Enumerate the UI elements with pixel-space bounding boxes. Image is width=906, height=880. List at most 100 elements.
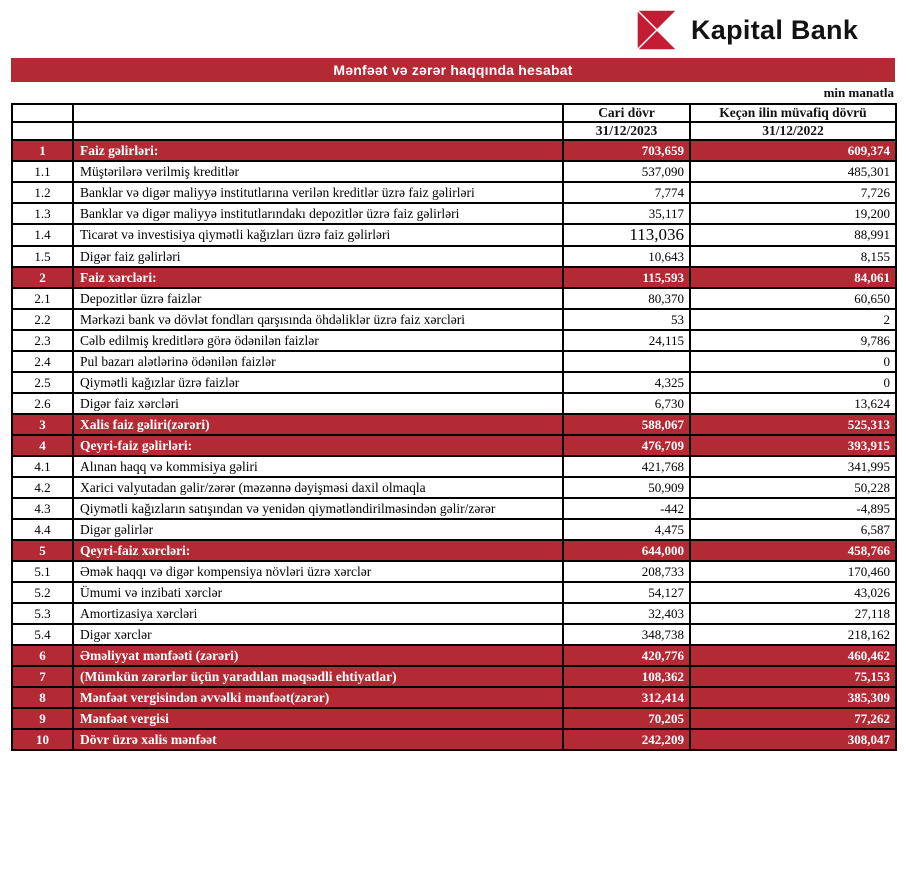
row-current-value: 4,475 xyxy=(562,518,691,541)
row-current-value: 7,774 xyxy=(562,181,691,204)
row-label-cell: Digər faiz xərcləri xyxy=(72,392,564,415)
table-row: 4.3 Qiymətli kağızların satışından və yen… xyxy=(11,497,897,520)
table-row: 2.1 Depozitlər üzrə faizlər 80,370 60,650 xyxy=(11,287,897,310)
row-number-cell: 5.4 xyxy=(11,623,74,646)
row-previous-value: 88,991 xyxy=(689,223,897,247)
row-current-value xyxy=(562,350,691,373)
row-current-value: 312,414 xyxy=(562,686,691,709)
row-current-value: 6,730 xyxy=(562,392,691,415)
row-previous-value: 218,162 xyxy=(689,623,897,646)
row-label-cell: Digər gəlirlər xyxy=(72,518,564,541)
row-number-cell: 5.3 xyxy=(11,602,74,625)
row-previous-value: 0 xyxy=(689,350,897,373)
row-label-cell: Depozitlər üzrə faizlər xyxy=(72,287,564,310)
row-label-cell: Mənfəət vergisindən əvvəlki mənfəət(zərə… xyxy=(72,686,564,709)
row-current-value: 70,205 xyxy=(562,707,691,730)
row-label-cell: Faiz xərcləri: xyxy=(72,266,564,289)
row-number-cell: 1.4 xyxy=(11,223,74,247)
row-current-value: 10,643 xyxy=(562,245,691,268)
row-number-cell: 2.6 xyxy=(11,392,74,415)
row-label-cell: (Mümkün zərərlər üçün yaradılan məqsədli… xyxy=(72,665,564,688)
unit-note: min manatla xyxy=(823,85,894,100)
table-row: 5.3 Amortizasiya xərcləri 32,403 27,118 xyxy=(11,602,897,625)
row-current-value: 32,403 xyxy=(562,602,691,625)
table-row: 2.4 Pul bazarı alətlərinə ödənilən faizlə… xyxy=(11,350,897,373)
row-previous-value: 385,309 xyxy=(689,686,897,709)
row-number-cell: 5.2 xyxy=(11,581,74,604)
row-number-cell: 1.2 xyxy=(11,181,74,204)
row-current-value: 4,325 xyxy=(562,371,691,394)
row-current-value: 420,776 xyxy=(562,644,691,667)
row-current-value: 53 xyxy=(562,308,691,331)
row-current-value: 108,362 xyxy=(562,665,691,688)
row-current-value: 242,209 xyxy=(562,728,691,751)
table-row: 8 Mənfəət vergisindən əvvəlki mənfəət(zər… xyxy=(11,686,897,709)
table-row: 2.5 Qiymətli kağızlar üzrə faizlər 4,325 0 xyxy=(11,371,897,394)
row-label-cell: Əməliyyat mənfəəti (zərəri) xyxy=(72,644,564,667)
row-previous-value: -4,895 xyxy=(689,497,897,520)
row-label-cell: Banklar və digər maliyyə institutlarında… xyxy=(72,202,564,225)
table-row: 2.2 Mərkəzi bank və dövlət fondları qarşı… xyxy=(11,308,897,331)
row-number-cell: 2.5 xyxy=(11,371,74,394)
row-previous-value: 43,026 xyxy=(689,581,897,604)
income-statement-table: Cari dövr Keçən ilin müvafiq dövrü 31/12… xyxy=(11,103,897,751)
row-previous-value: 485,301 xyxy=(689,160,897,183)
row-number-cell: 10 xyxy=(11,728,74,751)
row-previous-value: 84,061 xyxy=(689,266,897,289)
row-previous-value: 50,228 xyxy=(689,476,897,499)
row-label-cell: Dövr üzrə xalis mənfəət xyxy=(72,728,564,751)
date-header-previous: 31/12/2022 xyxy=(689,121,897,141)
row-previous-value: 393,915 xyxy=(689,434,897,457)
report-title-banner: Mənfəət və zərər haqqında hesabat xyxy=(11,58,895,82)
row-label-cell: Əmək haqqı və digər kompensiya növləri ü… xyxy=(72,560,564,583)
table-row: 6 Əməliyyat mənfəəti (zərəri) 420,776 460,4… xyxy=(11,644,897,667)
row-previous-value: 0 xyxy=(689,371,897,394)
row-number-cell: 4.2 xyxy=(11,476,74,499)
table-row: 3 Xalis faiz gəliri(zərəri) 588,067 525,313 xyxy=(11,413,897,436)
header-empty-label-cell xyxy=(72,103,564,123)
row-previous-value: 19,200 xyxy=(689,202,897,225)
row-current-value: 421,768 xyxy=(562,455,691,478)
row-previous-value: 75,153 xyxy=(689,665,897,688)
table-row: 5.4 Digər xərclər 348,738 218,162 xyxy=(11,623,897,646)
row-number-cell: 1 xyxy=(11,139,74,162)
row-current-value: 113,036 xyxy=(562,223,691,247)
row-number-cell: 4.3 xyxy=(11,497,74,520)
table-row: 1.5 Digər faiz gəlirləri 10,643 8,155 xyxy=(11,245,897,268)
row-previous-value: 460,462 xyxy=(689,644,897,667)
table-row: 1.2 Banklar və digər maliyyə institutları… xyxy=(11,181,897,204)
table-row: 1 Faiz gəlirləri: 703,659 609,374 xyxy=(11,139,897,162)
row-number-cell: 6 xyxy=(11,644,74,667)
header-empty-num-cell xyxy=(11,121,74,141)
row-previous-value: 77,262 xyxy=(689,707,897,730)
row-previous-value: 7,726 xyxy=(689,181,897,204)
header-empty-label-cell xyxy=(72,121,564,141)
row-current-value: 476,709 xyxy=(562,434,691,457)
row-number-cell: 1.1 xyxy=(11,160,74,183)
row-previous-value: 13,624 xyxy=(689,392,897,415)
row-number-cell: 4.1 xyxy=(11,455,74,478)
report-table-body: Cari dövr Keçən ilin müvafiq dövrü 31/12… xyxy=(11,103,897,751)
kapital-bank-logo-icon xyxy=(636,9,678,51)
row-label-cell: Xarici valyutadan gəlir/zərər (məzənnə d… xyxy=(72,476,564,499)
brand-header: Kapital Bank xyxy=(636,9,858,51)
row-number-cell: 8 xyxy=(11,686,74,709)
row-current-value: 80,370 xyxy=(562,287,691,310)
row-label-cell: Qeyri-faiz xərcləri: xyxy=(72,539,564,562)
row-number-cell: 4 xyxy=(11,434,74,457)
row-previous-value: 458,766 xyxy=(689,539,897,562)
row-number-cell: 2.4 xyxy=(11,350,74,373)
row-previous-value: 8,155 xyxy=(689,245,897,268)
table-row: 10 Dövr üzrə xalis mənfəət 242,209 308,047 xyxy=(11,728,897,751)
row-label-cell: Pul bazarı alətlərinə ödənilən faizlər xyxy=(72,350,564,373)
row-number-cell: 2.2 xyxy=(11,308,74,331)
row-current-value: 50,909 xyxy=(562,476,691,499)
column-header-current: Cari dövr xyxy=(562,103,691,123)
row-current-value: 35,117 xyxy=(562,202,691,225)
row-current-value: 703,659 xyxy=(562,139,691,162)
row-label-cell: Alınan haqq və kommisiya gəliri xyxy=(72,455,564,478)
table-row: 7 (Mümkün zərərlər üçün yaradılan məqsədl… xyxy=(11,665,897,688)
table-row: 1.1 Müştərilərə verilmiş kreditlər 537,090… xyxy=(11,160,897,183)
row-current-value: -442 xyxy=(562,497,691,520)
